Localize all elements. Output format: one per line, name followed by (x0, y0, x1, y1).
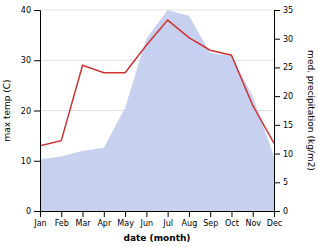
tick: 40 (21, 6, 40, 15)
y-axis: 0 10 20 30 40 (21, 6, 41, 216)
grid (40, 10, 274, 211)
tick-mark (104, 211, 105, 217)
plot: JanFebMarAprMayJunJulAugSepOctNovDec0102… (21, 6, 293, 228)
y-axis-title: max temp (C) (2, 79, 12, 141)
tick: 0 (274, 207, 288, 216)
tick-mark (83, 211, 84, 217)
area (40, 10, 274, 211)
tick-label: 40 (21, 6, 31, 15)
tick-label: Jun (140, 219, 154, 228)
tick: 20 (274, 92, 293, 101)
tick-label: Apr (97, 219, 112, 228)
tick-mark (274, 182, 280, 183)
tick-mark (274, 96, 280, 97)
tick-label: 0 (283, 207, 288, 216)
tick: 10 (21, 157, 40, 166)
tick-mark (146, 211, 147, 217)
grid-line (40, 10, 274, 11)
tick-label: 0 (26, 207, 31, 216)
tick-mark (274, 211, 280, 212)
tick-label: 30 (283, 35, 293, 44)
tick-label: 10 (21, 157, 31, 166)
tick: 25 (274, 63, 293, 72)
tick-label: 30 (21, 56, 31, 65)
tick-label: 35 (283, 6, 293, 15)
tick-label: Aug (182, 219, 198, 228)
tick-label: May (117, 219, 134, 228)
x-axis-title: date (month) (124, 233, 191, 243)
tick-label: 5 (283, 178, 288, 187)
tick-mark (253, 211, 254, 217)
tick-label: Jan (33, 219, 46, 228)
tick-mark (210, 211, 211, 217)
tick: 15 (274, 121, 293, 130)
tick: Jun (140, 211, 154, 228)
y2-axis: 0 5 10 15 20 25 30 35 (274, 6, 293, 216)
tick-label: Nov (245, 219, 261, 228)
tick-mark (189, 211, 190, 217)
tick: 20 (21, 107, 40, 116)
tick-label: 20 (283, 92, 293, 101)
tick-label: Jul (162, 219, 173, 228)
tick-label: 25 (283, 63, 293, 72)
tick-mark (168, 211, 169, 217)
tick-mark (274, 39, 280, 40)
tick-mark (125, 211, 126, 217)
tick-mark (274, 67, 280, 68)
y2-axis-title: med. precipitation (kg/m2) (306, 50, 316, 171)
line (40, 20, 274, 146)
x-axis: Jan Feb Mar Apr May Jun Jul Aug Sep Oct Nov Dec (33, 211, 282, 228)
tick: May (117, 211, 134, 228)
tick: Sep (203, 211, 218, 228)
tick-mark (34, 60, 40, 61)
tick: 30 (274, 35, 293, 44)
tick-label: 10 (283, 150, 293, 159)
tick-label: 15 (283, 121, 293, 130)
tick-mark (274, 154, 280, 155)
tick: 30 (21, 56, 40, 65)
tick-mark (34, 211, 40, 212)
tick: Nov (245, 211, 261, 228)
tick: Dec (267, 211, 282, 228)
tick-label: Oct (225, 219, 239, 228)
tick-mark (274, 10, 280, 11)
tick: Apr (97, 211, 112, 228)
tick-label: Feb (55, 219, 69, 228)
tick-mark (231, 211, 232, 217)
tick: Mar (75, 211, 91, 228)
tick-mark (61, 211, 62, 217)
tick: 5 (274, 178, 288, 187)
axis-line (275, 11, 281, 212)
axis-line (41, 212, 275, 218)
tick-label: Mar (75, 219, 91, 228)
tick: Jul (162, 211, 173, 228)
tick-label: 20 (21, 107, 31, 116)
marks (40, 10, 274, 211)
tick-label: Dec (267, 219, 282, 228)
tick: Feb (55, 211, 69, 228)
tick: 10 (274, 150, 293, 159)
tick-mark (34, 161, 40, 162)
tick-mark (34, 111, 40, 112)
tick: Aug (182, 211, 198, 228)
tick: 0 (26, 207, 40, 216)
tick: Jan (33, 211, 46, 228)
axis-line (34, 11, 41, 212)
tick: Oct (225, 211, 239, 228)
tick: 35 (274, 6, 293, 15)
chart: JanFebMarAprMayJunJulAugSepOctNovDec0102… (0, 0, 318, 247)
tick-label: Sep (203, 219, 218, 228)
tick-mark (34, 10, 40, 11)
tick-mark (274, 125, 280, 126)
